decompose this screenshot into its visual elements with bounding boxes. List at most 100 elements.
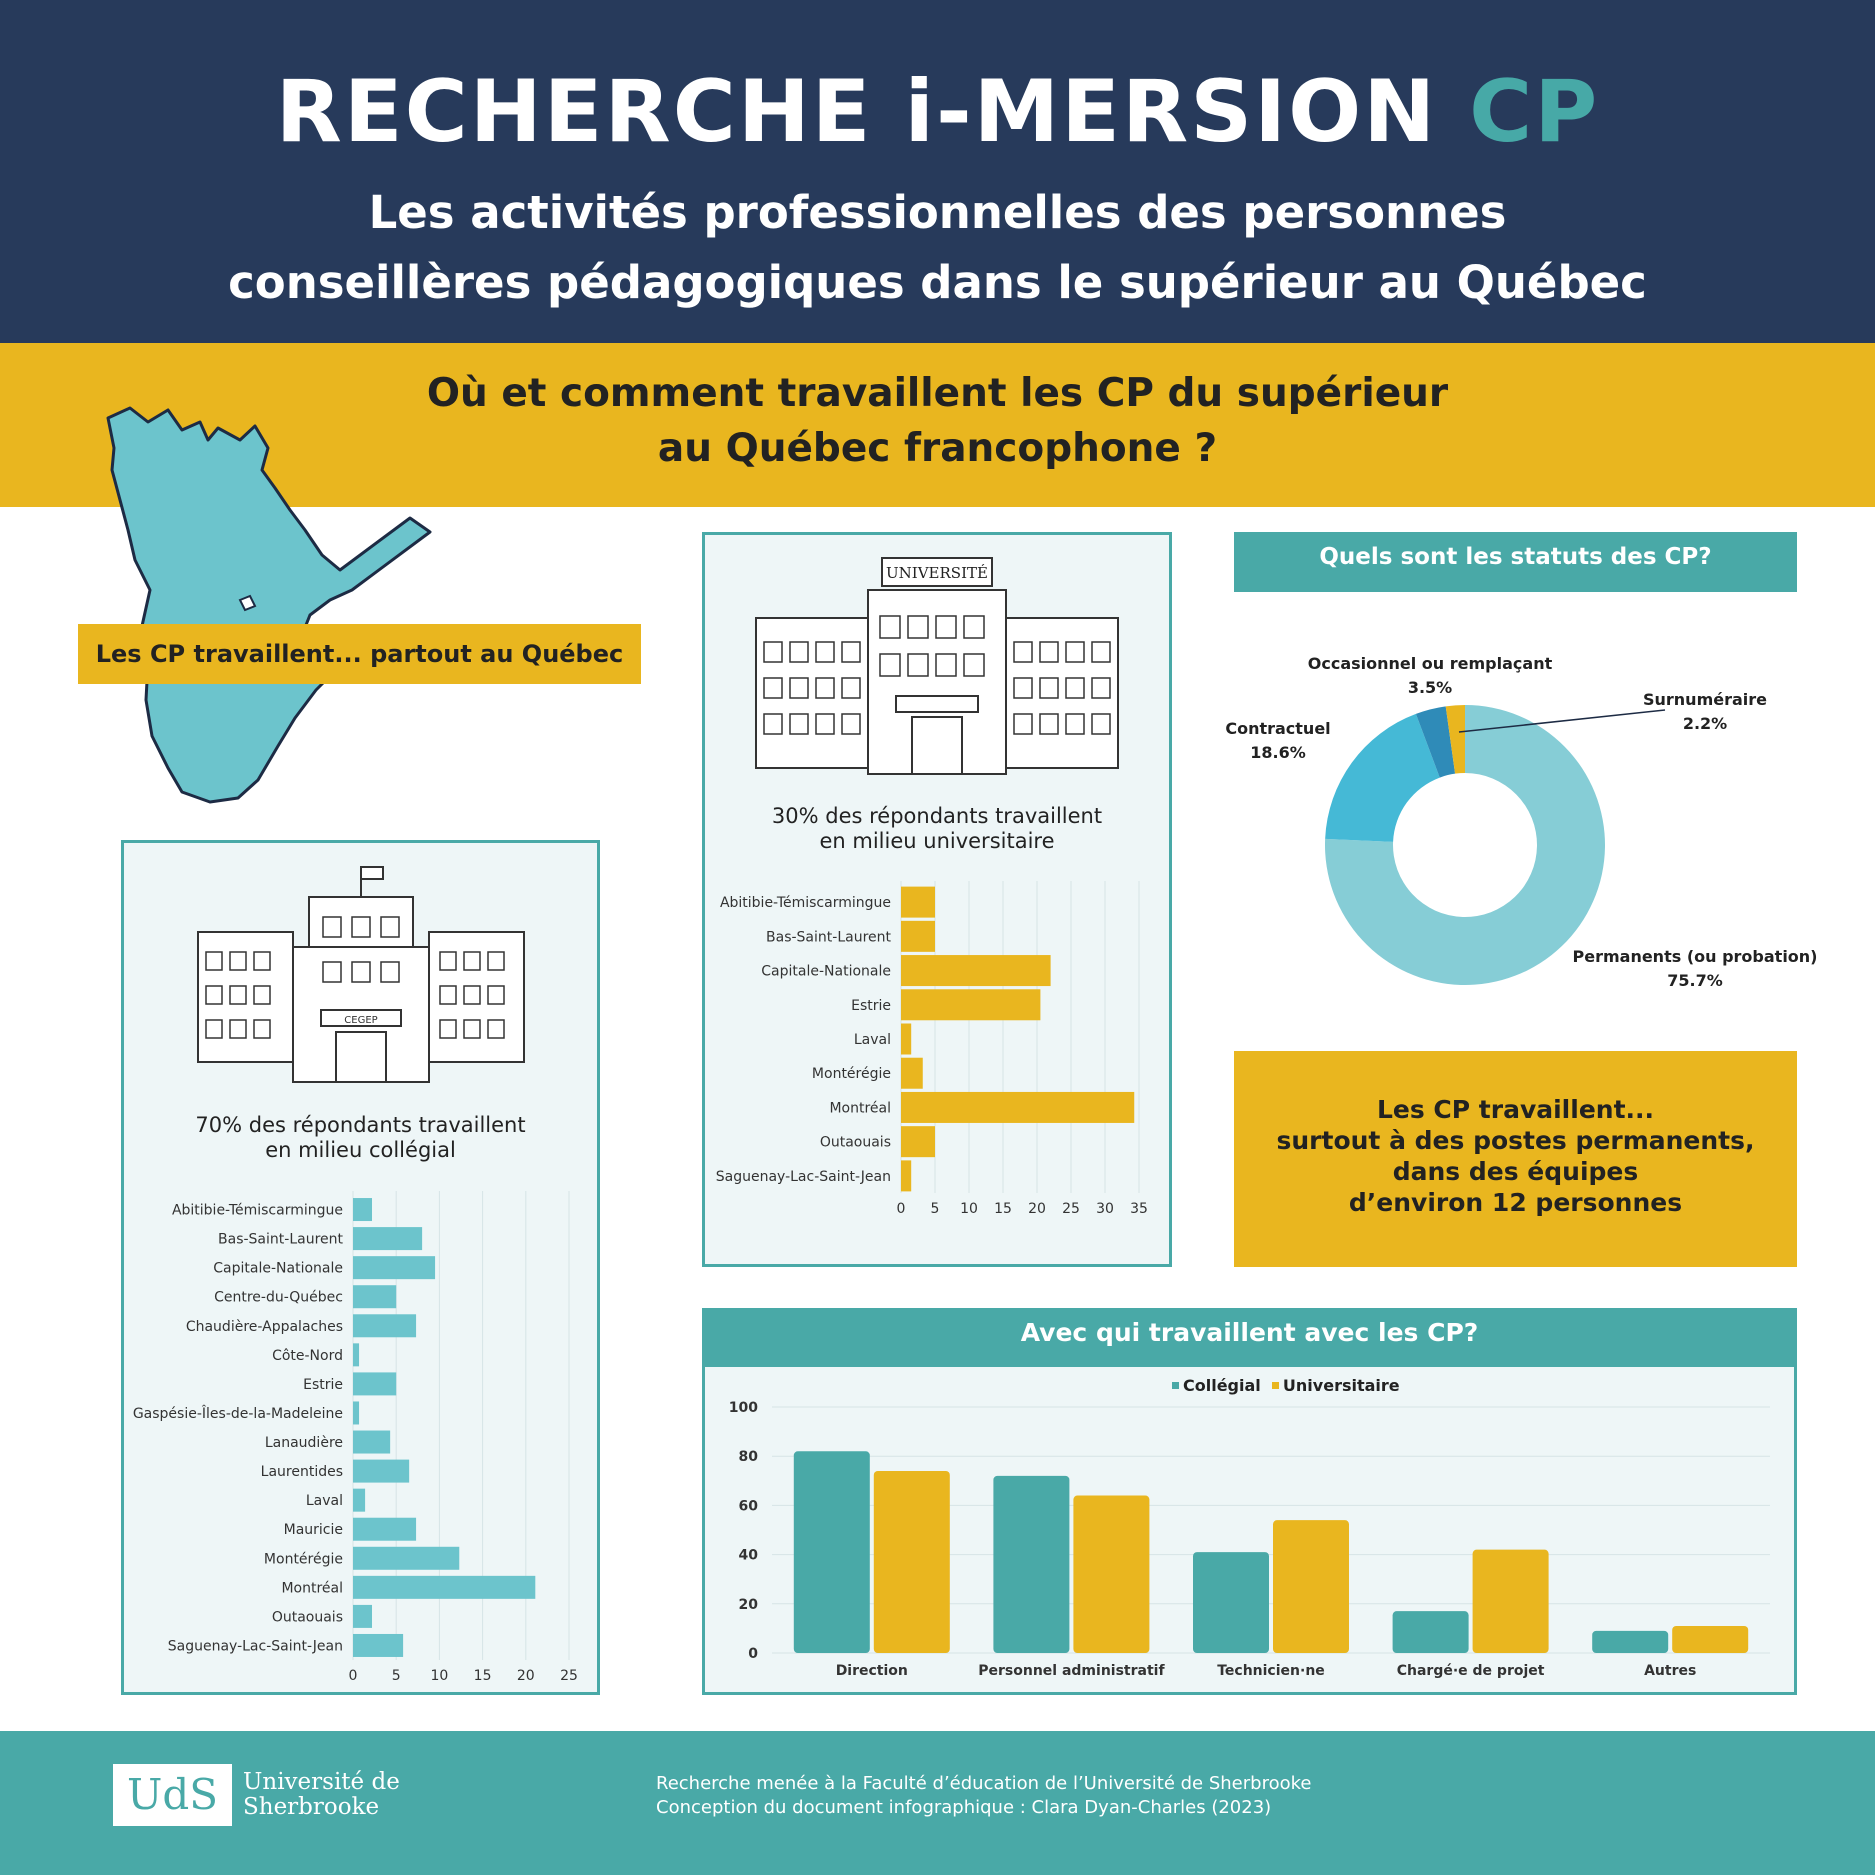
uds-name-line-1: Université de [243, 1769, 400, 1795]
collaboration-chart: 0 20 40 60 80 100 Direction Personnel administr… [729, 1400, 1770, 1679]
y-tick-label: 60 [739, 1498, 759, 1514]
category-label: Montérégie [264, 1551, 343, 1567]
page-subtitle: Les activités professionnelles des perso… [0, 178, 1875, 318]
x-tick-label: 30 [1096, 1201, 1114, 1217]
bar [353, 1604, 373, 1628]
category-label: Saguenay-Lac-Saint-Jean [716, 1169, 891, 1185]
credit-line-2: Conception du document infographique : C… [656, 1797, 1272, 1818]
college-caption-line-2: en milieu collégial [265, 1138, 456, 1162]
occasionnel-value: 3.5% [1407, 678, 1453, 697]
uds-logo: UdS [113, 1764, 232, 1826]
label-occasionnel: Occasionnel ou remplaçant 3.5% [1290, 652, 1570, 700]
category-label: Autres [1644, 1663, 1696, 1679]
bar [353, 1227, 423, 1251]
legend-swatch-collegial [1172, 1382, 1179, 1389]
category-label: Abitibie-Témiscarmingue [172, 1203, 343, 1219]
bar [901, 989, 1041, 1021]
category-label: Chaudière-Appalaches [186, 1319, 343, 1335]
bar [353, 1546, 460, 1570]
surnumeraire-name: Surnuméraire [1642, 690, 1768, 709]
permanents-value: 75.7% [1667, 971, 1723, 990]
uds-name: Université de Sherbrooke [243, 1770, 400, 1820]
category-label: Technicien·ne [1217, 1663, 1325, 1679]
donut-slice [1325, 713, 1440, 842]
x-tick-label: 0 [897, 1201, 906, 1217]
category-label: Côte-Nord [272, 1348, 343, 1364]
bar [901, 886, 935, 918]
donut-slice [1415, 706, 1456, 778]
bar [353, 1459, 410, 1483]
collaboration-title: Avec qui travaillent avec les CP? [702, 1308, 1797, 1367]
university-region-chart: 0 5 10 15 20 25 30 35 Abitibie-Témiscarmingue Bas… [716, 881, 1148, 1217]
category-label: Montréal [829, 1100, 891, 1116]
summary-tag: Les CP travaillent... surtout à des post… [1234, 1051, 1797, 1267]
bar [353, 1343, 360, 1367]
x-tick-label: 35 [1130, 1201, 1148, 1217]
category-label: Gaspésie-Îles-de-la-Madeleine [133, 1404, 343, 1422]
bar [901, 1023, 912, 1055]
category-label: Montérégie [812, 1066, 891, 1082]
donut-slice [1325, 705, 1605, 985]
x-tick-label: 25 [1062, 1201, 1080, 1217]
bar [873, 1470, 950, 1653]
category-label: Estrie [303, 1377, 343, 1393]
category-label: Lanaudière [265, 1435, 343, 1451]
bar [353, 1633, 404, 1657]
bar [793, 1451, 870, 1653]
university-caption-line-1: 30% des répondants travaillent [771, 804, 1103, 828]
cegep-sign: CEGEP [344, 1015, 377, 1026]
x-tick-label: 15 [474, 1668, 492, 1684]
bar [1392, 1611, 1469, 1653]
question-line-2: au Québec francophone ? [657, 426, 1218, 471]
question-band [0, 343, 1875, 507]
category-label: Montréal [281, 1580, 343, 1596]
bar [1193, 1552, 1269, 1653]
bar [353, 1575, 536, 1599]
x-tick-label: 5 [931, 1201, 940, 1217]
category-label: Bas-Saint-Laurent [766, 929, 891, 945]
bar [353, 1372, 397, 1396]
bar [353, 1401, 360, 1425]
x-tick-label: 0 [349, 1668, 358, 1684]
summary-line-4: d’environ 12 personnes [1348, 1188, 1683, 1217]
category-label: Bas-Saint-Laurent [218, 1232, 343, 1248]
brand-accent: CP [1469, 62, 1600, 162]
category-label: Mauricie [284, 1522, 343, 1538]
permanents-name: Permanents (ou probation) [1572, 947, 1818, 966]
contractuel-value: 18.6% [1250, 743, 1306, 762]
footer-band [0, 1731, 1875, 1875]
bar [901, 1057, 923, 1089]
label-surnumeraire: Surnuméraire 2.2% [1620, 688, 1790, 736]
summary-line-1: Les CP travaillent... [1376, 1095, 1655, 1124]
university-caption-line-2: en milieu universitaire [819, 829, 1055, 853]
surnumeraire-leader-line [1458, 709, 1666, 733]
x-tick-label: 10 [960, 1201, 978, 1217]
bar [901, 920, 935, 952]
bar [353, 1430, 391, 1454]
bar [1472, 1549, 1549, 1653]
summary-line-3: dans des équipes [1392, 1157, 1639, 1186]
category-label: Outaouais [820, 1135, 891, 1151]
university-caption: 30% des répondants travaillent en milieu… [702, 804, 1172, 854]
subtitle-line-2: conseillères pédagogiques dans le supéri… [228, 256, 1647, 309]
main-question: Où et comment travaillent les CP du supé… [0, 366, 1875, 476]
bar [901, 1091, 1135, 1123]
universite-building-icon: UNIVERSITÉ [755, 557, 1119, 775]
x-tick-label: 5 [392, 1668, 401, 1684]
label-contractuel: Contractuel 18.6% [1218, 717, 1338, 765]
x-tick-label: 25 [560, 1668, 578, 1684]
uds-name-line-2: Sherbrooke [243, 1794, 380, 1820]
header-band [0, 0, 1875, 343]
summary-line-2: surtout à des postes permanents, [1276, 1126, 1755, 1155]
credits: Recherche menée à la Faculté d’éducation… [656, 1772, 1311, 1820]
category-label: Abitibie-Témiscarmingue [720, 895, 891, 911]
occasionnel-name: Occasionnel ou remplaçant [1307, 654, 1553, 673]
category-label: Capitale-Nationale [213, 1261, 343, 1277]
category-label: Laurentides [261, 1464, 343, 1480]
bar [1273, 1520, 1349, 1653]
x-tick-label: 20 [1028, 1201, 1046, 1217]
bar [1592, 1630, 1669, 1653]
category-label: Centre-du-Québec [214, 1290, 343, 1306]
category-label: Laval [306, 1493, 343, 1509]
